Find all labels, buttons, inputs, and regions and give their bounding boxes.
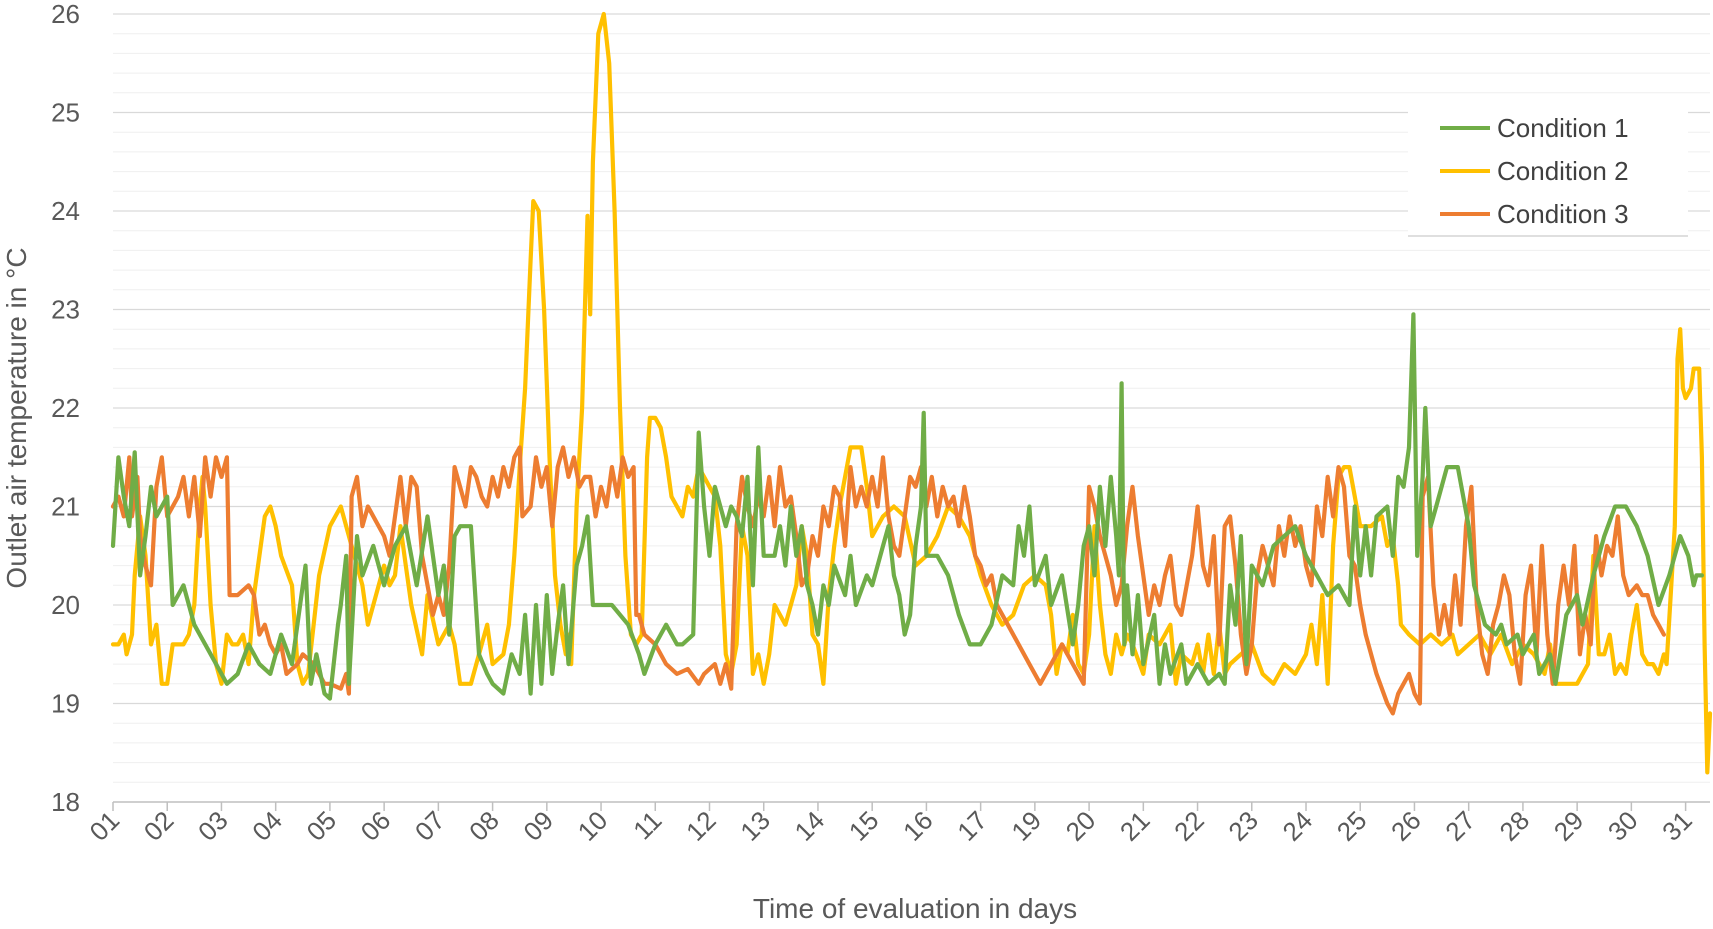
x-tick-label: 01: [84, 805, 126, 847]
x-tick-label: 12: [680, 805, 722, 847]
x-tick-label: 31: [1656, 805, 1698, 847]
x-tick-label: 29: [1548, 805, 1590, 847]
x-tick-label: 15: [843, 805, 885, 847]
x-tick-label: 14: [789, 805, 831, 847]
x-tick-label: 17: [951, 805, 993, 847]
x-tick-label: 13: [734, 805, 776, 847]
series-line-condition-3: [110, 445, 1666, 716]
x-tick-label: 04: [246, 805, 288, 847]
x-tick-label: 26: [1385, 805, 1427, 847]
x-tick-label: 24: [1277, 805, 1319, 847]
x-tick-label: 25: [1331, 805, 1373, 847]
x-tick-label: 11: [627, 805, 667, 845]
x-tick-label: 21: [1114, 805, 1156, 847]
legend: Condition 1 Condition 2 Condition 3: [1408, 100, 1688, 237]
x-tick-label: 23: [1222, 805, 1264, 847]
x-tick-label: 09: [517, 805, 559, 847]
x-tick-label: 20: [1060, 805, 1102, 847]
legend-label-condition-2: Condition 2: [1497, 156, 1629, 186]
x-tick-label: 30: [1602, 805, 1644, 847]
legend-label-condition-1: Condition 1: [1497, 113, 1629, 143]
y-tick-label: 23: [51, 295, 80, 325]
x-tick-label: 10: [572, 805, 614, 847]
y-tick-label: 18: [51, 787, 80, 817]
x-tick-label: 27: [1439, 805, 1481, 847]
y-tick-label: 20: [51, 590, 80, 620]
x-tick-label: 28: [1493, 805, 1535, 847]
y-tick-label: 19: [51, 689, 80, 719]
x-tick-label: 16: [897, 805, 939, 847]
x-tick-label: 05: [300, 805, 342, 847]
x-tick-label: 19: [1005, 805, 1047, 847]
y-axis-ticks: 18 19 20 21 22 23 24 25 26: [51, 0, 80, 817]
x-tick-label: 22: [1168, 805, 1210, 847]
x-tick-label: 07: [409, 805, 451, 847]
y-tick-label: 21: [51, 492, 80, 522]
y-tick-label: 22: [51, 393, 80, 423]
x-tick-label: 06: [355, 805, 397, 847]
x-axis-label: Time of evaluation in days: [753, 893, 1077, 924]
x-tick-label: 03: [192, 805, 234, 847]
legend-label-condition-3: Condition 3: [1497, 199, 1629, 229]
x-tick-label: 02: [138, 805, 180, 847]
series-line-condition-1: [110, 312, 1704, 701]
y-tick-label: 25: [51, 98, 80, 128]
y-tick-label: 24: [51, 196, 80, 226]
series-group: [110, 11, 1713, 775]
y-axis-label: Outlet air temperature in °C: [1, 247, 32, 588]
x-axis: 01 02 03 04 05 06 07 08 09 10 11 12 13 14 15 16 17 19 20 21…: [84, 801, 1710, 847]
y-tick-label: 26: [51, 0, 80, 29]
x-tick-label: 08: [463, 805, 505, 847]
